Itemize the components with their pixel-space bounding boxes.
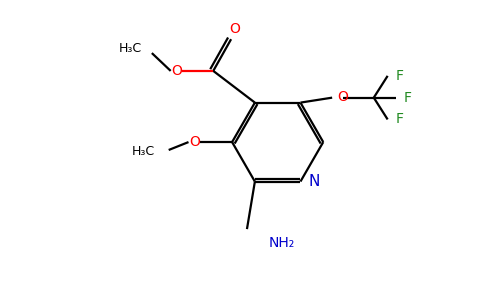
Text: O: O (229, 22, 241, 36)
Text: H₃C: H₃C (132, 146, 155, 158)
Text: F: F (395, 112, 404, 126)
Text: H₃C: H₃C (119, 42, 142, 55)
Text: NH₂: NH₂ (269, 236, 295, 250)
Text: O: O (337, 90, 348, 104)
Text: O: O (189, 135, 200, 149)
Text: F: F (404, 91, 411, 105)
Text: N: N (308, 174, 320, 189)
Text: F: F (395, 69, 404, 83)
Text: O: O (171, 64, 182, 78)
